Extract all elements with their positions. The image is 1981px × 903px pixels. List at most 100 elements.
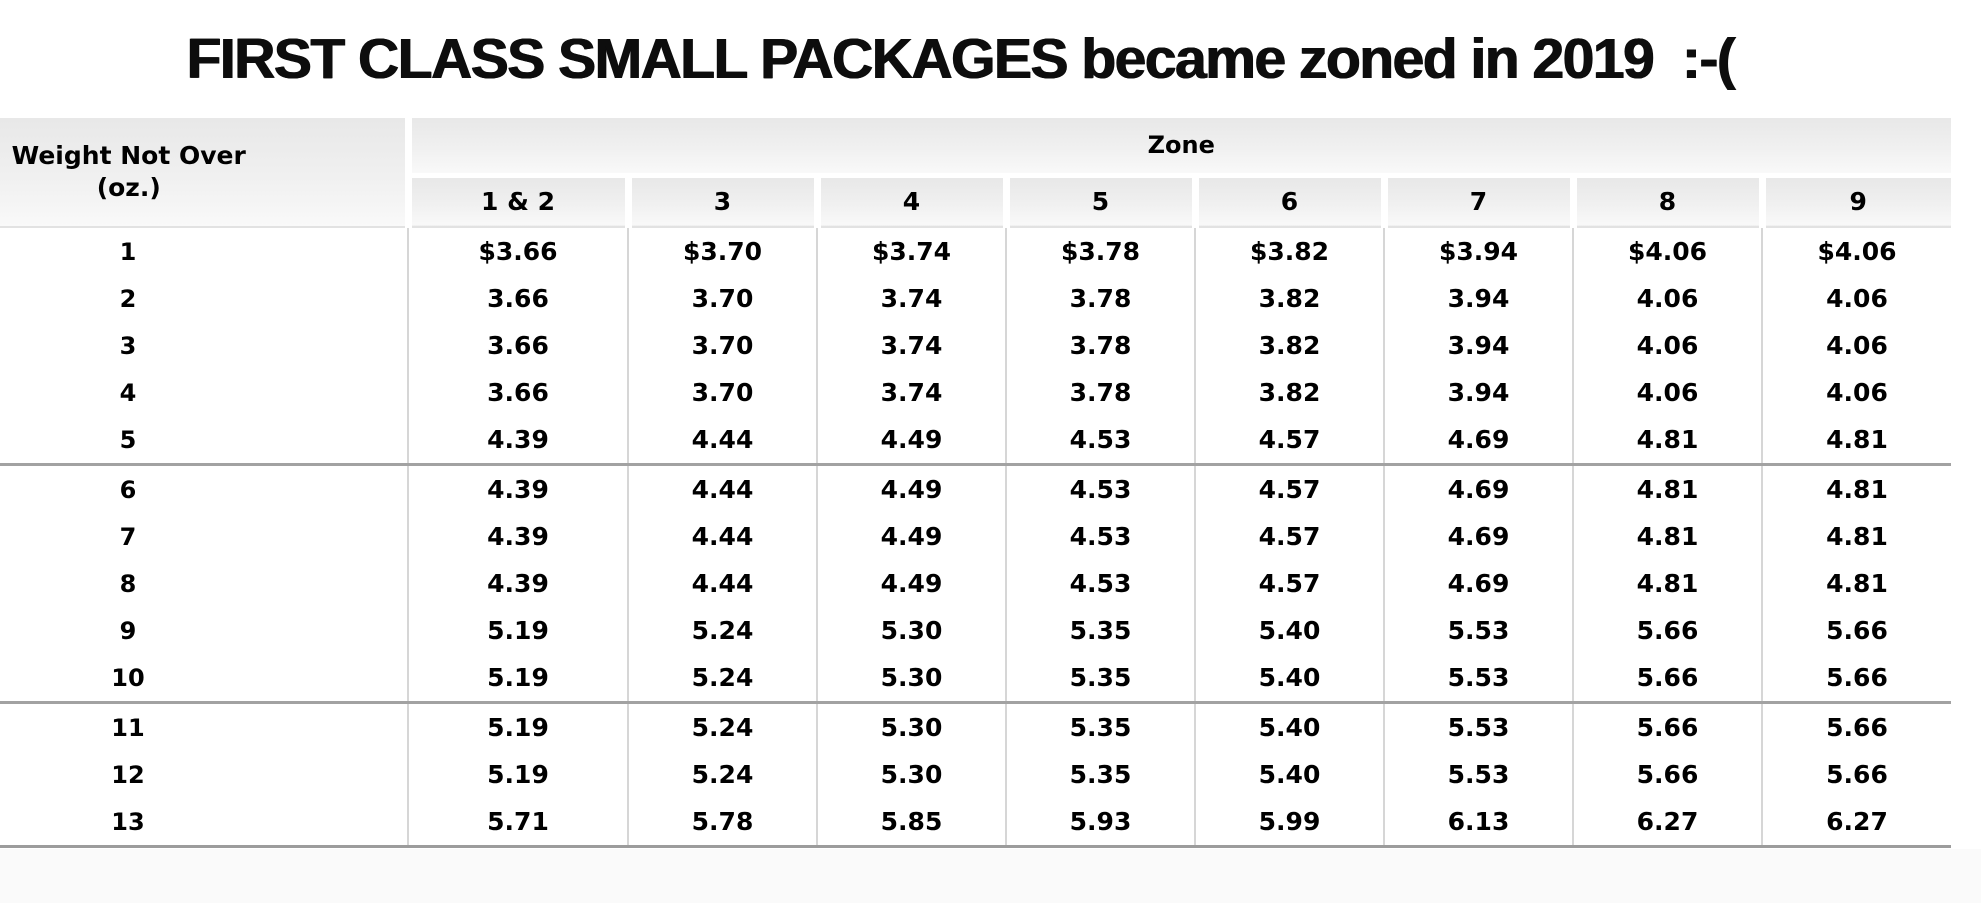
price-cell: 3.70 [627, 322, 817, 369]
price-cell: 3.82 [1194, 322, 1384, 369]
price-cell: 4.53 [1005, 513, 1195, 560]
price-cell: 4.81 [1760, 464, 1952, 513]
price-cell: 4.06 [1572, 369, 1762, 416]
price-cell: 5.35 [1005, 607, 1195, 654]
price-cell: $3.74 [816, 226, 1006, 275]
table-row: 3 3.66 3.70 3.74 3.78 3.82 3.94 4.06 4.06 [0, 322, 1952, 369]
price-cell: $3.94 [1383, 226, 1573, 275]
price-cell: $3.78 [1005, 226, 1195, 275]
price-cell: 3.78 [1005, 369, 1195, 416]
price-cell: 5.24 [627, 607, 817, 654]
price-cell: 4.49 [816, 513, 1006, 560]
price-cell: 5.19 [407, 607, 628, 654]
price-cell: $4.06 [1760, 226, 1952, 275]
price-cell: 3.82 [1194, 275, 1384, 322]
price-cell: 4.81 [1572, 513, 1762, 560]
price-cell: 5.66 [1572, 654, 1762, 704]
price-cell: 3.66 [407, 369, 628, 416]
price-cell: 5.53 [1383, 607, 1573, 654]
price-cell: 5.30 [816, 654, 1006, 704]
price-cell: 5.71 [407, 798, 628, 848]
price-cell: 4.69 [1383, 513, 1573, 560]
price-cell: 3.78 [1005, 322, 1195, 369]
zone-header-cell: Zone [404, 118, 1952, 178]
weight-cell: 11 [0, 702, 408, 751]
price-cell: 4.53 [1005, 560, 1195, 607]
rate-table-body: 1 $3.66 $3.70 $3.74 $3.78 $3.82 $3.94 $4.06 $4.0… [0, 226, 1952, 848]
price-cell: $3.66 [407, 226, 628, 275]
price-cell: 6.13 [1383, 798, 1573, 848]
price-cell: 5.40 [1194, 702, 1384, 751]
weight-cell: 1 [0, 226, 408, 275]
price-cell: 3.94 [1383, 369, 1573, 416]
price-cell: 5.40 [1194, 607, 1384, 654]
weight-cell: 6 [0, 464, 408, 513]
price-cell: 4.44 [627, 560, 817, 607]
price-cell: 4.57 [1194, 560, 1384, 607]
price-cell: 4.81 [1572, 464, 1762, 513]
price-cell: 4.44 [627, 464, 817, 513]
price-cell: 5.66 [1760, 607, 1952, 654]
zone-column-header: 7 [1380, 175, 1573, 227]
price-cell: 5.53 [1383, 702, 1573, 751]
price-cell: 3.66 [407, 322, 628, 369]
zone-column-header: 8 [1569, 175, 1762, 227]
price-cell: 5.24 [627, 751, 817, 798]
weight-header-cell: Weight Not Over (oz.) [0, 118, 408, 227]
weight-cell: 13 [0, 798, 408, 848]
weight-cell: 9 [0, 607, 408, 654]
weight-cell: 5 [0, 416, 408, 466]
price-cell: 4.57 [1194, 464, 1384, 513]
price-cell: 5.66 [1572, 751, 1762, 798]
price-cell: 5.24 [627, 654, 817, 704]
price-cell: 3.74 [816, 369, 1006, 416]
price-cell: 4.81 [1760, 513, 1952, 560]
price-cell: 5.78 [627, 798, 817, 848]
price-cell: 4.69 [1383, 560, 1573, 607]
price-cell: 5.66 [1572, 702, 1762, 751]
price-cell: 5.30 [816, 751, 1006, 798]
weight-header-line2: (oz.) [96, 173, 161, 202]
weight-cell: 2 [0, 275, 408, 322]
price-cell: 4.39 [407, 560, 628, 607]
table-row: 5 4.39 4.44 4.49 4.53 4.57 4.69 4.81 4.81 [0, 416, 1952, 466]
price-cell: 3.70 [627, 275, 817, 322]
price-cell: 3.66 [407, 275, 628, 322]
price-cell: 5.35 [1005, 702, 1195, 751]
price-cell: 3.78 [1005, 275, 1195, 322]
price-cell: 4.69 [1383, 416, 1573, 466]
price-cell: 4.53 [1005, 464, 1195, 513]
weight-header-line1: Weight Not Over [11, 141, 246, 170]
price-cell: 5.66 [1760, 702, 1952, 751]
weight-cell: 3 [0, 322, 408, 369]
table-row: 10 5.19 5.24 5.30 5.35 5.40 5.53 5.66 5.66 [0, 654, 1952, 704]
price-cell: 3.82 [1194, 369, 1384, 416]
price-cell: 5.30 [816, 702, 1006, 751]
footer-strip [0, 849, 1981, 903]
table-row: 11 5.19 5.24 5.30 5.35 5.40 5.53 5.66 5.66 [0, 702, 1952, 751]
price-cell: 3.74 [816, 322, 1006, 369]
zone-span-row: Weight Not Over (oz.) Zone [0, 118, 1952, 227]
zone-column-header: 3 [624, 175, 817, 227]
price-cell: 5.99 [1194, 798, 1384, 848]
price-cell: 4.49 [816, 416, 1006, 466]
price-cell: 5.85 [816, 798, 1006, 848]
price-cell: 5.19 [407, 654, 628, 704]
weight-cell: 4 [0, 369, 408, 416]
price-cell: 5.35 [1005, 654, 1195, 704]
price-cell: 5.53 [1383, 654, 1573, 704]
zone-column-header: 1 & 2 [404, 175, 628, 227]
table-row: 8 4.39 4.44 4.49 4.53 4.57 4.69 4.81 4.81 [0, 560, 1952, 607]
price-cell: $3.82 [1194, 226, 1384, 275]
table-row: 1 $3.66 $3.70 $3.74 $3.78 $3.82 $3.94 $4.06 $4.0… [0, 226, 1952, 275]
price-cell: 4.49 [816, 560, 1006, 607]
price-cell: 5.40 [1194, 654, 1384, 704]
price-cell: 5.40 [1194, 751, 1384, 798]
weight-cell: 10 [0, 654, 408, 704]
table-row: 4 3.66 3.70 3.74 3.78 3.82 3.94 4.06 4.06 [0, 369, 1952, 416]
price-cell: 4.06 [1572, 275, 1762, 322]
price-cell: 5.66 [1760, 751, 1952, 798]
